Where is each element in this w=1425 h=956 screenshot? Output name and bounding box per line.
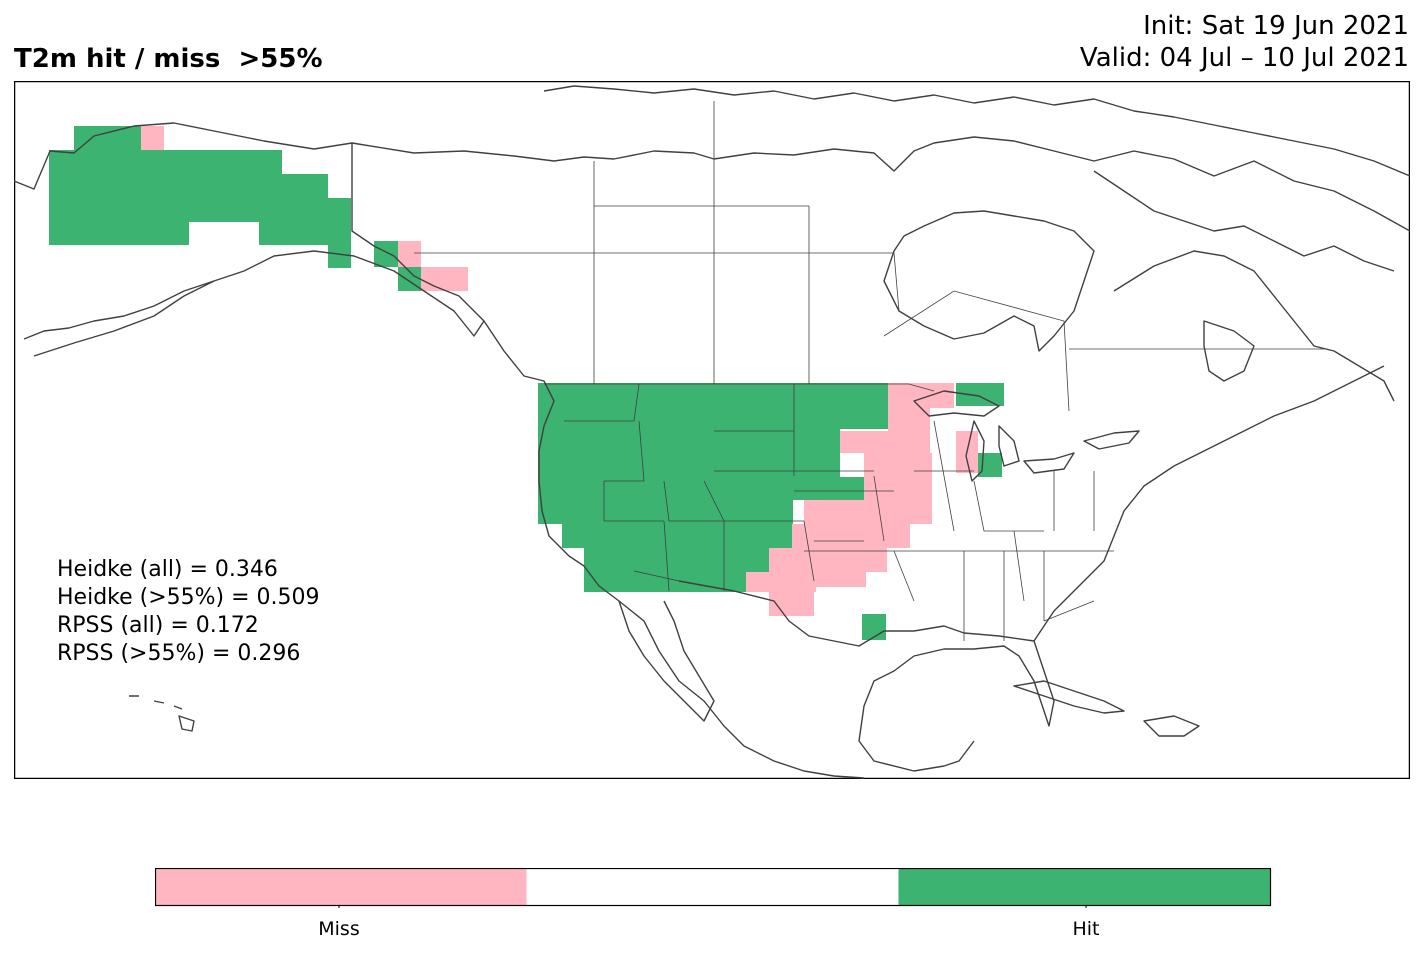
colorbar-neutral-segment bbox=[526, 868, 899, 906]
valid-range: Valid: 04 Jul – 10 Jul 2021 bbox=[1079, 43, 1409, 73]
miss-cell bbox=[792, 524, 910, 548]
hit-cell bbox=[654, 572, 724, 592]
coast-hispaniola bbox=[1143, 715, 1200, 737]
hit-cell bbox=[862, 614, 886, 640]
hit-cell bbox=[74, 126, 141, 150]
hit-cell bbox=[49, 150, 282, 174]
great-lakes bbox=[913, 390, 1140, 482]
date-info: Init: Sat 19 Jun 2021 Valid: 04 Jul – 10… bbox=[1080, 10, 1409, 74]
borders bbox=[351, 101, 1324, 641]
stat-heidke-55: Heidke (>55%) = 0.509 bbox=[57, 585, 320, 610]
miss-cell bbox=[398, 253, 421, 267]
miss-cell bbox=[804, 500, 932, 524]
init-date: Init: Sat 19 Jun 2021 bbox=[1143, 11, 1409, 41]
legend-hit-label: Hit bbox=[1072, 918, 1100, 940]
miss-cell bbox=[141, 126, 164, 150]
hit-cell bbox=[49, 174, 328, 198]
hit-cell bbox=[562, 524, 792, 548]
hit-cell bbox=[538, 500, 793, 524]
miss-cell bbox=[840, 431, 870, 453]
colorbar-hit-segment bbox=[898, 868, 1271, 906]
hit-cell bbox=[328, 245, 351, 268]
stat-rpss-55: RPSS (>55%) = 0.296 bbox=[57, 641, 301, 666]
hit-cell bbox=[978, 453, 1002, 477]
forecast-grid bbox=[49, 126, 1004, 640]
coast-islands-2 bbox=[1093, 170, 1395, 272]
colorbar bbox=[155, 868, 1272, 908]
border-us-canada bbox=[414, 252, 935, 392]
hit-cell bbox=[538, 453, 840, 477]
hit-cell bbox=[538, 429, 840, 453]
stat-heidke-all: Heidke (all) = 0.346 bbox=[57, 557, 278, 582]
hit-cell bbox=[538, 477, 876, 500]
hit-cell bbox=[538, 383, 888, 429]
miss-cell bbox=[769, 548, 887, 572]
coast-atlantic bbox=[1033, 365, 1385, 642]
hit-cell bbox=[49, 198, 351, 222]
coast-pacific bbox=[483, 320, 865, 779]
coast-alaska-peninsula bbox=[33, 280, 215, 357]
coast-gulf-st-lawrence bbox=[1203, 320, 1255, 382]
hit-cell bbox=[956, 383, 1004, 406]
miss-cell bbox=[864, 453, 932, 503]
skill-scores: Heidke (all) = 0.346 Heidke (>55%) = 0.5… bbox=[57, 556, 320, 668]
hit-cell bbox=[259, 221, 351, 245]
miss-cell bbox=[816, 572, 866, 587]
legend-miss-label: Miss bbox=[318, 918, 360, 940]
coast-arctic bbox=[351, 136, 1410, 232]
map-panel bbox=[14, 81, 1410, 779]
miss-cell bbox=[888, 408, 930, 431]
hit-cell bbox=[584, 548, 769, 572]
coast-gulf bbox=[678, 580, 1055, 772]
coast-hawaii bbox=[129, 695, 195, 732]
map-title: T2m hit / miss >55% bbox=[14, 44, 323, 74]
hit-cell bbox=[374, 241, 398, 267]
miss-cell bbox=[870, 431, 930, 453]
coast-islands-1 bbox=[543, 85, 1410, 177]
coast-hudson-bay bbox=[883, 210, 1095, 352]
coast-labrador bbox=[1113, 250, 1395, 402]
miss-cell bbox=[421, 267, 468, 291]
miss-cell bbox=[888, 383, 954, 408]
coast-alaska bbox=[14, 122, 485, 340]
border-canada-provinces bbox=[593, 101, 1324, 412]
colorbar-outline bbox=[155, 868, 1272, 907]
border-us-states bbox=[564, 383, 1114, 641]
coast-baja bbox=[618, 600, 715, 722]
coast-cuba bbox=[1013, 680, 1125, 714]
coastlines bbox=[14, 85, 1410, 779]
colorbar-miss-segment bbox=[155, 868, 527, 906]
miss-cell bbox=[746, 572, 816, 592]
border-us-mexico bbox=[633, 570, 775, 602]
hit-cell bbox=[49, 221, 189, 245]
stat-rpss-all: RPSS (all) = 0.172 bbox=[57, 613, 259, 638]
